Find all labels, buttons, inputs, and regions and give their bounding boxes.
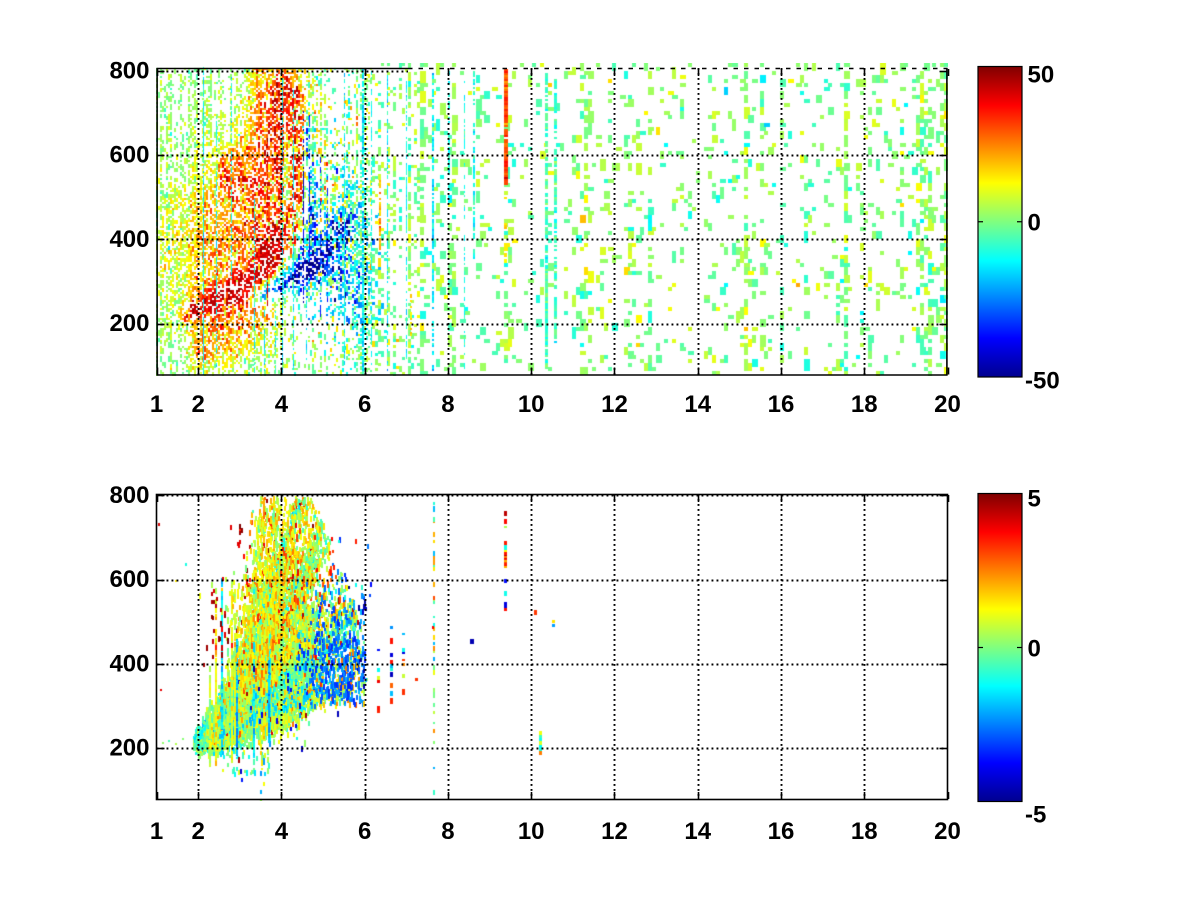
svg-text:20: 20 xyxy=(934,391,961,418)
svg-text:4: 4 xyxy=(275,818,289,845)
svg-text:800: 800 xyxy=(109,482,149,509)
svg-text:0: 0 xyxy=(1028,636,1041,663)
svg-text:400: 400 xyxy=(109,650,149,677)
svg-text:12: 12 xyxy=(601,391,628,418)
svg-text:-50: -50 xyxy=(1025,368,1060,395)
svg-text:6: 6 xyxy=(358,391,371,418)
svg-text:5: 5 xyxy=(1028,486,1041,513)
svg-text:0: 0 xyxy=(1028,210,1041,237)
svg-text:800: 800 xyxy=(109,58,149,85)
svg-text:2: 2 xyxy=(191,818,204,845)
svg-text:600: 600 xyxy=(109,142,149,169)
svg-text:10: 10 xyxy=(518,818,545,845)
svg-text:8: 8 xyxy=(441,818,454,845)
svg-text:6: 6 xyxy=(358,818,371,845)
svg-text:12: 12 xyxy=(601,818,628,845)
svg-text:18: 18 xyxy=(851,818,878,845)
svg-text:50: 50 xyxy=(1028,62,1055,89)
svg-text:14: 14 xyxy=(684,818,711,845)
svg-text:400: 400 xyxy=(109,226,149,253)
svg-text:2: 2 xyxy=(191,391,204,418)
svg-text:20: 20 xyxy=(934,818,961,845)
svg-text:-5: -5 xyxy=(1025,802,1046,829)
svg-text:16: 16 xyxy=(768,818,795,845)
svg-text:200: 200 xyxy=(109,310,149,337)
svg-text:200: 200 xyxy=(109,734,149,761)
svg-text:18: 18 xyxy=(851,391,878,418)
svg-text:4: 4 xyxy=(275,391,289,418)
svg-text:14: 14 xyxy=(684,391,711,418)
svg-text:8: 8 xyxy=(441,391,454,418)
svg-text:1: 1 xyxy=(150,391,163,418)
svg-text:1: 1 xyxy=(150,818,163,845)
svg-text:600: 600 xyxy=(109,566,149,593)
svg-text:10: 10 xyxy=(518,391,545,418)
svg-text:16: 16 xyxy=(768,391,795,418)
